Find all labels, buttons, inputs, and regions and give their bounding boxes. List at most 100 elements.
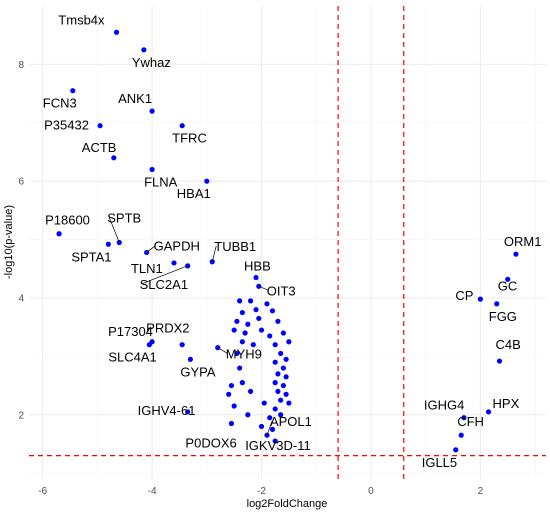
data-point: [283, 356, 289, 362]
gene-label-tmsb4x: Tmsb4x: [58, 12, 105, 27]
gene-label-fcn3: FCN3: [43, 96, 77, 111]
data-point: [258, 423, 265, 430]
gene-label-orm1: ORM1: [504, 234, 542, 249]
label-connector: [108, 217, 120, 243]
data-point-p18600: [56, 231, 62, 237]
data-point-hbb: [253, 274, 259, 281]
tick-layer: -6 -4 -2 0 2 2 4 6 8: [18, 60, 483, 497]
gene-label-p18600: P18600: [45, 213, 90, 228]
gene-label-ywhaz: Ywhaz: [132, 55, 171, 70]
data-point-slc4a1: [146, 342, 152, 348]
x-tick-label: 0: [368, 486, 374, 497]
data-point-orm1: [513, 251, 519, 257]
gene-label-oit3: OIT3: [267, 283, 296, 298]
gene-label-p0dox6: P0DOX6: [185, 436, 236, 451]
data-point: [269, 308, 276, 314]
gene-label-spta1: SPTA1: [71, 249, 111, 264]
y-tick-label: 2: [18, 410, 24, 421]
data-point-tln1: [171, 260, 177, 266]
data-point: [256, 315, 262, 322]
gene-label-p35432: P35432: [44, 118, 89, 133]
data-point: [247, 298, 254, 304]
y-tick-label: 8: [18, 60, 24, 71]
data-point: [239, 309, 245, 316]
gene-label-ighg4: IGHG4: [424, 398, 464, 413]
y-tick-label: 4: [18, 293, 24, 304]
data-point: [272, 359, 278, 365]
gene-label-c4b: C4B: [495, 337, 520, 352]
plot-panel: [29, 6, 546, 479]
data-point: [237, 298, 243, 304]
data-point: [242, 330, 248, 336]
data-point-p0dox6: [228, 420, 235, 427]
gene-label-tubb1: TUBB1: [214, 239, 256, 254]
data-point-spta1: [105, 241, 111, 247]
data-point-ywhaz: [141, 47, 147, 53]
gene-label-igll5: IGLL5: [422, 455, 457, 470]
data-point-igll5: [453, 447, 459, 453]
data-point: [237, 365, 243, 371]
data-point-prdx2: [179, 342, 185, 348]
label-connector: [146, 245, 156, 253]
grid-layer: [29, 6, 546, 479]
data-point-gypa: [187, 356, 193, 362]
gene-label-ighv4-61: IGHV4-61: [138, 403, 196, 418]
data-point: [234, 350, 240, 357]
gene-label-gc: GC: [498, 278, 518, 293]
data-point: [280, 365, 286, 371]
label-layer: Tmsb4x Ywhaz FCN3 ANK1 P35432 TFRC ACTB FLNAHBA…: [43, 12, 542, 470]
gene-label-ank1: ANK1: [118, 91, 152, 106]
x-axis-title: log2FoldChange: [247, 498, 328, 510]
data-point: [286, 339, 292, 345]
gene-label-tfrc: TFRC: [172, 131, 207, 146]
data-point: [283, 391, 289, 397]
label-connector: [141, 265, 188, 285]
data-point: [286, 400, 292, 406]
data-point: [261, 400, 267, 406]
data-point: [231, 327, 237, 333]
gene-label-hpx: HPX: [493, 396, 520, 411]
data-point: [231, 403, 237, 409]
data-point-ank1: [149, 108, 155, 114]
data-point: [226, 391, 232, 397]
point-layer: [56, 29, 519, 453]
label-connector: [217, 347, 228, 354]
data-point-ighg4: [461, 415, 467, 421]
gene-label-cfh: CFH: [457, 414, 484, 429]
x-tick-label: -4: [148, 486, 157, 497]
data-point: [280, 382, 286, 389]
data-point-actb: [111, 155, 117, 161]
gene-label-tln1: TLN1: [131, 261, 163, 276]
gene-label-slc2a1: SLC2A1: [140, 277, 188, 292]
data-point-tubb1: [209, 259, 215, 265]
x-tick-label: -2: [257, 486, 266, 497]
gene-label-prdx2: PRDX2: [146, 321, 189, 336]
data-point-ighv4-61: [185, 409, 191, 415]
data-point: [239, 339, 245, 345]
data-point: [278, 350, 284, 357]
label-connector: [266, 421, 273, 436]
gene-label-fgg: FGG: [489, 309, 517, 324]
data-point: [258, 327, 265, 333]
data-point: [278, 412, 284, 418]
data-point: [278, 397, 284, 403]
gene-label-myh9: MYH9: [226, 347, 262, 362]
data-point: [267, 415, 273, 421]
label-connector: [258, 285, 269, 291]
data-point-gc: [505, 276, 511, 282]
threshold-layer: [29, 6, 546, 479]
data-point-tfrc: [179, 123, 185, 129]
data-point-cfh: [458, 432, 464, 438]
data-point-p35432: [97, 123, 103, 129]
gene-label-hbb: HBB: [244, 259, 271, 274]
gene-label-igkv3d-11: IGKV3D-11: [245, 438, 311, 453]
gene-label-actb: ACTB: [82, 140, 117, 155]
data-point: [283, 374, 289, 380]
data-point: [267, 333, 273, 339]
data-point: [253, 307, 259, 313]
gene-label-slc4a1: SLC4A1: [108, 350, 156, 365]
data-point: [280, 330, 286, 336]
data-point-hpx: [485, 409, 492, 415]
gene-label-gypa: GYPA: [180, 364, 215, 379]
y-axis-title: -log10(p-value): [3, 205, 15, 279]
